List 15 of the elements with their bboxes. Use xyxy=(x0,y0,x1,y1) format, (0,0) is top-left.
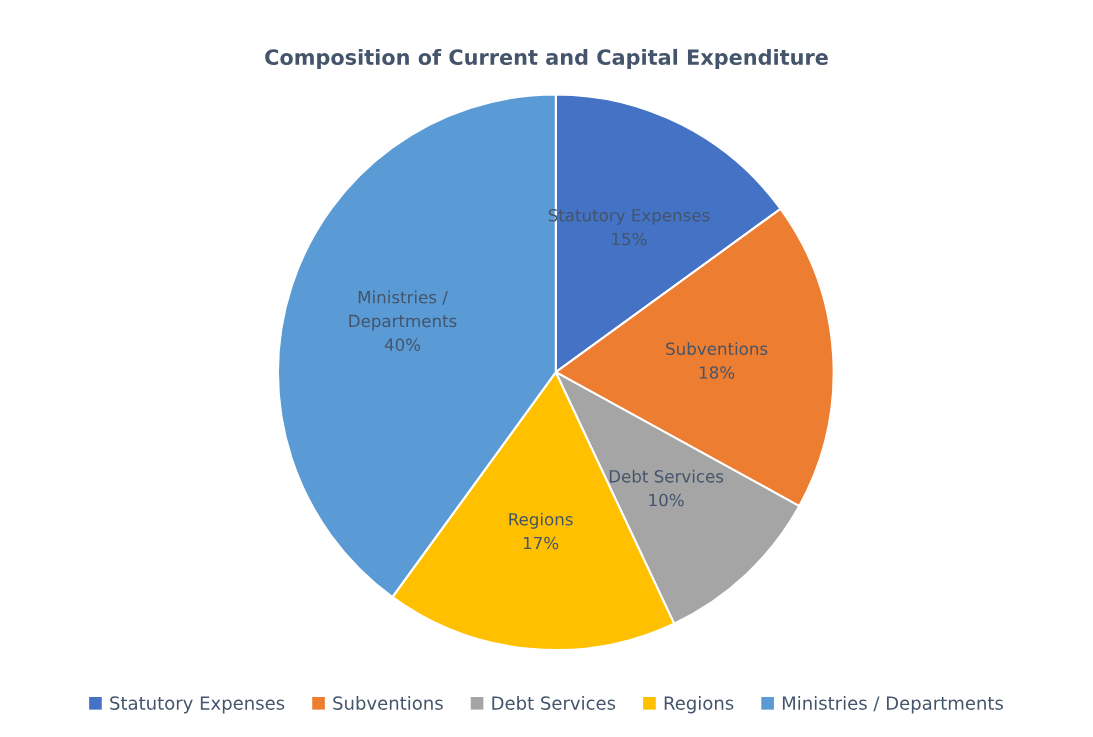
slice-label: Subventions xyxy=(666,342,768,356)
data-label: 17% xyxy=(523,536,559,550)
legend-label: Debt Services xyxy=(492,695,616,710)
data-label: 10% xyxy=(649,493,684,507)
legend-label: Subventions xyxy=(333,695,443,710)
data-label: 15% xyxy=(612,232,647,246)
slice-label: Ministries / Departments xyxy=(349,290,457,331)
legend-label: Statutory Expenses xyxy=(110,696,285,714)
data-label: 40% xyxy=(384,338,421,351)
legend-label: Ministries / Departments xyxy=(782,695,1003,714)
chart-title: Composition of Current and Capital Expenditure xyxy=(265,48,828,70)
data-label: 18% xyxy=(699,366,735,379)
legend-label: Regions xyxy=(664,695,734,714)
slice-label: Debt Services xyxy=(609,469,724,483)
slice-label: Regions xyxy=(509,512,573,529)
